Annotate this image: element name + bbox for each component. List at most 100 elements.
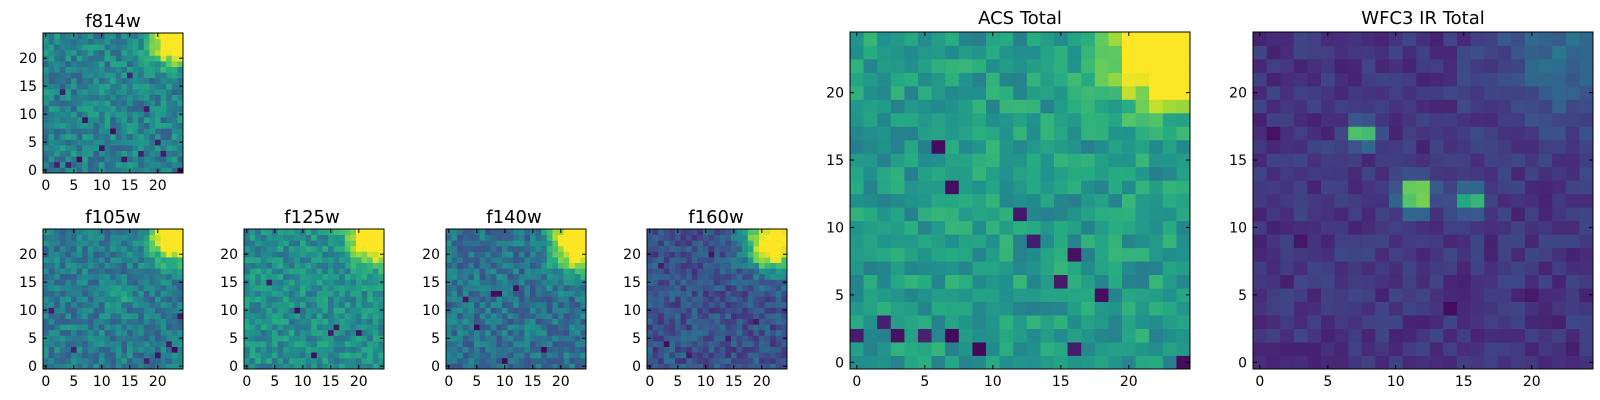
- heatmap-cell: [781, 273, 788, 280]
- heatmap-cell: [1565, 193, 1580, 208]
- heatmap-cell: [552, 341, 559, 347]
- heatmap-cell: [110, 296, 117, 303]
- heatmap-cell: [333, 307, 340, 314]
- heatmap-cell: [71, 150, 77, 157]
- heatmap-cell: [138, 161, 145, 168]
- heatmap-cell: [986, 180, 1000, 195]
- heatmap-cell: [999, 301, 1014, 316]
- heatmap-cell: [333, 257, 340, 263]
- heatmap-cell: [904, 261, 919, 276]
- heatmap-cell: [110, 66, 117, 73]
- heatmap-cell: [87, 33, 94, 39]
- heatmap-cell: [747, 318, 754, 325]
- heatmap-cell: [361, 229, 368, 235]
- heatmap-cell: [580, 352, 587, 359]
- heatmap-cell: [76, 279, 83, 286]
- heatmap-cell: [166, 100, 173, 107]
- heatmap-cell: [1579, 274, 1594, 289]
- heatmap-cell: [48, 128, 55, 135]
- heatmap-cell: [104, 229, 111, 235]
- heatmap-cell: [686, 318, 693, 325]
- heatmap-cell: [1162, 328, 1177, 343]
- heatmap-cell: [115, 33, 122, 39]
- heatmap-cell: [110, 279, 117, 286]
- heatmap-cell: [1135, 85, 1150, 100]
- heatmap-cell: [121, 156, 128, 163]
- heatmap-cell: [59, 245, 66, 252]
- heatmap-cell: [171, 313, 178, 319]
- heatmap-cell: [1122, 274, 1136, 289]
- heatmap-cell: [138, 133, 145, 140]
- heatmap-cell: [54, 313, 61, 319]
- heatmap-cell: [708, 329, 715, 336]
- heatmap-cell: [132, 66, 139, 73]
- heatmap-cell: [686, 296, 693, 303]
- heatmap-cell: [513, 285, 520, 291]
- heatmap-cell: [143, 341, 150, 347]
- heatmap-cell: [462, 318, 469, 325]
- heatmap-cell: [759, 279, 765, 286]
- heatmap-cell: [877, 32, 892, 46]
- heatmap-cell: [764, 346, 771, 353]
- heatmap-cell: [48, 285, 55, 291]
- x-tick-label: 20: [552, 374, 570, 390]
- heatmap-cell: [535, 234, 542, 241]
- heatmap-cell: [775, 245, 782, 252]
- heatmap-cell: [1334, 355, 1349, 370]
- heatmap-cell: [850, 139, 864, 154]
- heatmap-cell: [166, 139, 173, 146]
- heatmap-cell: [99, 335, 105, 342]
- heatmap-cell: [171, 318, 178, 325]
- heatmap-cell: [1081, 166, 1096, 181]
- heatmap-cell: [149, 94, 156, 101]
- heatmap-cell: [1081, 112, 1096, 127]
- heatmap-cell: [339, 352, 346, 359]
- heatmap-cell: [305, 240, 312, 247]
- heatmap-cell: [753, 285, 760, 291]
- heatmap-cell: [255, 341, 262, 347]
- heatmap-cell: [1375, 166, 1390, 181]
- heatmap-cell: [311, 268, 318, 275]
- heatmap-cell: [249, 346, 256, 353]
- heatmap-cell: [669, 329, 676, 336]
- heatmap-cell: [775, 363, 782, 370]
- heatmap-cell: [328, 335, 334, 342]
- heatmap-cell: [127, 89, 133, 95]
- x-tick-label: 10: [984, 374, 1002, 390]
- heatmap-cell: [155, 257, 161, 263]
- heatmap-cell: [753, 335, 760, 342]
- heatmap-cell: [1307, 58, 1322, 73]
- heatmap-cell: [378, 352, 385, 359]
- heatmap-cell: [530, 341, 536, 347]
- heatmap-cell: [1135, 301, 1150, 316]
- heatmap-cell: [770, 262, 777, 269]
- heatmap-cell: [266, 296, 273, 303]
- heatmap-cell: [76, 296, 83, 303]
- heatmap-cell: [1565, 247, 1580, 262]
- heatmap-cell: [1402, 58, 1417, 73]
- heatmap-cell: [513, 318, 520, 325]
- heatmap-cell: [863, 72, 878, 87]
- heatmap-cell: [1307, 207, 1322, 222]
- heatmap-cell: [1040, 315, 1055, 329]
- heatmap-cell: [160, 72, 167, 79]
- heatmap-cell: [1511, 315, 1526, 329]
- heatmap-cell: [764, 357, 771, 364]
- heatmap-cell: [1293, 220, 1308, 235]
- heatmap-cell: [1579, 301, 1594, 316]
- heatmap-cell: [1149, 220, 1164, 235]
- heatmap-cell: [65, 128, 72, 135]
- heatmap-cell: [344, 240, 351, 247]
- heatmap-cell: [294, 329, 301, 336]
- heatmap-cell: [1266, 193, 1281, 208]
- heatmap-cell: [132, 94, 139, 101]
- heatmap-cell: [775, 329, 782, 336]
- heatmap-cell: [328, 324, 334, 331]
- heatmap-cell: [747, 307, 754, 314]
- heatmap-cell: [322, 296, 329, 303]
- heatmap-cell: [496, 346, 503, 353]
- heatmap-cell: [1176, 234, 1191, 249]
- heatmap-cell: [93, 61, 100, 67]
- heatmap-cell: [850, 315, 864, 329]
- heatmap-cell: [361, 329, 368, 336]
